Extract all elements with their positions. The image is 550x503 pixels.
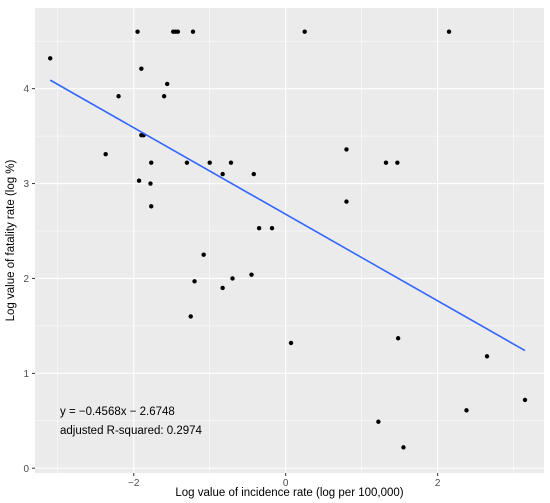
- data-point: [249, 272, 254, 277]
- data-point: [484, 354, 490, 359]
- data-point: [220, 171, 225, 177]
- data-point: [139, 66, 144, 71]
- y-tick-label: 0: [23, 464, 29, 475]
- data-point: [164, 81, 170, 87]
- data-point: [175, 29, 181, 34]
- y-axis-title: Log value of fatality rate (log %): [5, 159, 17, 321]
- data-point: [344, 147, 349, 152]
- y-tick-label: 1: [23, 369, 29, 380]
- x-tick-label: 2: [435, 478, 441, 489]
- y-tick-label: 4: [23, 84, 29, 95]
- data-point: [161, 94, 167, 99]
- x-tick-label: −2: [128, 478, 140, 489]
- data-point: [344, 199, 349, 204]
- data-point: [136, 178, 142, 183]
- y-axis-ticks: 0 1 2 3 4: [23, 84, 35, 475]
- data-point: [47, 56, 53, 61]
- data-point: [288, 340, 294, 346]
- data-point: [207, 160, 212, 165]
- plot-panel: [35, 8, 544, 473]
- data-points: [47, 29, 528, 450]
- data-point: [184, 160, 190, 165]
- data-point: [401, 445, 406, 450]
- data-point: [201, 252, 206, 257]
- adjusted-r-squared: adjusted R-squared: 0.2974: [60, 425, 203, 437]
- data-point: [228, 160, 234, 165]
- data-point: [192, 279, 197, 284]
- data-point: [446, 29, 452, 34]
- data-point: [383, 160, 389, 165]
- data-point: [395, 160, 400, 165]
- data-point: [269, 225, 275, 231]
- y-tick-label: 2: [23, 274, 29, 285]
- x-axis-title: Log value of incidence rate (log per 100…: [175, 487, 403, 499]
- data-point: [149, 160, 154, 165]
- x-tick-label: 0: [283, 478, 289, 489]
- data-point: [395, 336, 401, 341]
- data-point: [522, 397, 528, 403]
- data-point: [103, 151, 108, 157]
- data-point: [256, 225, 262, 231]
- data-point: [230, 276, 235, 281]
- data-point: [190, 29, 196, 34]
- x-axis-ticks: −2 0 2: [128, 473, 441, 489]
- data-point: [149, 204, 154, 209]
- data-point: [376, 419, 381, 424]
- data-point: [302, 29, 307, 34]
- minor-grid: [35, 8, 544, 473]
- data-point: [135, 29, 140, 34]
- data-point: [251, 171, 256, 177]
- data-point: [464, 408, 469, 413]
- data-point: [139, 132, 144, 138]
- y-tick-label: 3: [23, 179, 29, 190]
- data-point: [220, 285, 225, 291]
- data-point: [188, 314, 193, 319]
- regression-line: [49, 79, 526, 352]
- regression-equation: y = −0.4568x − 2.6748: [60, 406, 175, 418]
- data-point: [116, 94, 121, 99]
- major-grid: [35, 8, 544, 473]
- data-point: [148, 181, 153, 186]
